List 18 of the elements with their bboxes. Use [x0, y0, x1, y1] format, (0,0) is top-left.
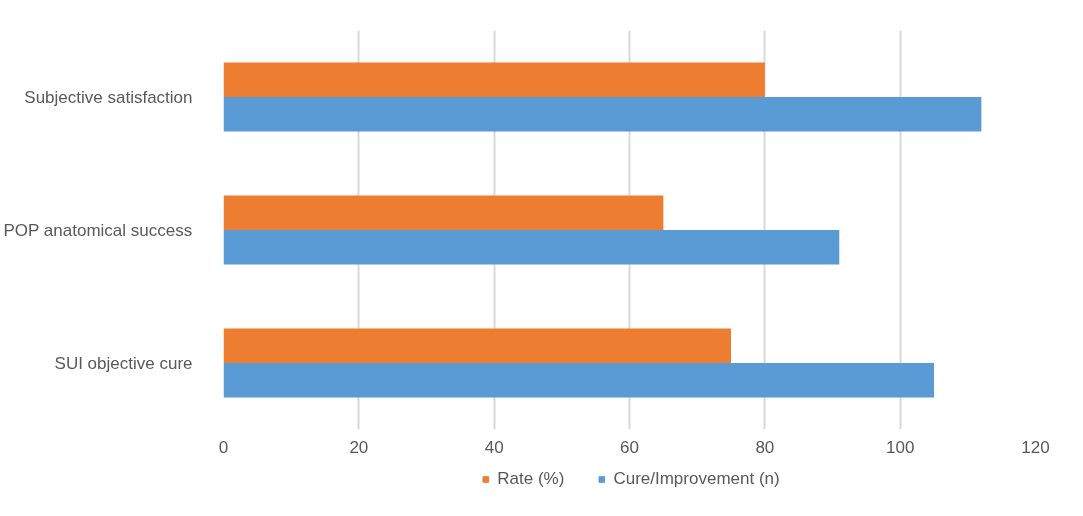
legend-label: Cure/Improvement (n)	[613, 469, 780, 489]
legend-label: Rate (%)	[497, 469, 565, 489]
bar	[223, 195, 664, 230]
x-tick-label: 40	[484, 437, 504, 457]
bar	[223, 328, 731, 363]
bar	[223, 230, 840, 265]
x-tick-label: 80	[755, 437, 775, 457]
bar	[223, 62, 765, 97]
x-tick-label: 120	[1021, 437, 1050, 457]
x-tick-label: 60	[620, 437, 639, 457]
y-tick-label: POP anatomical success	[3, 220, 193, 240]
x-tick-label: 100	[885, 437, 915, 457]
y-tick-label: Subjective satisfaction	[24, 87, 193, 107]
x-tick-label: 20	[349, 437, 369, 457]
bar	[223, 97, 982, 132]
y-tick-label: SUI objective cure	[54, 353, 193, 373]
x-tick-label: 0	[218, 437, 229, 457]
bar	[223, 363, 934, 398]
